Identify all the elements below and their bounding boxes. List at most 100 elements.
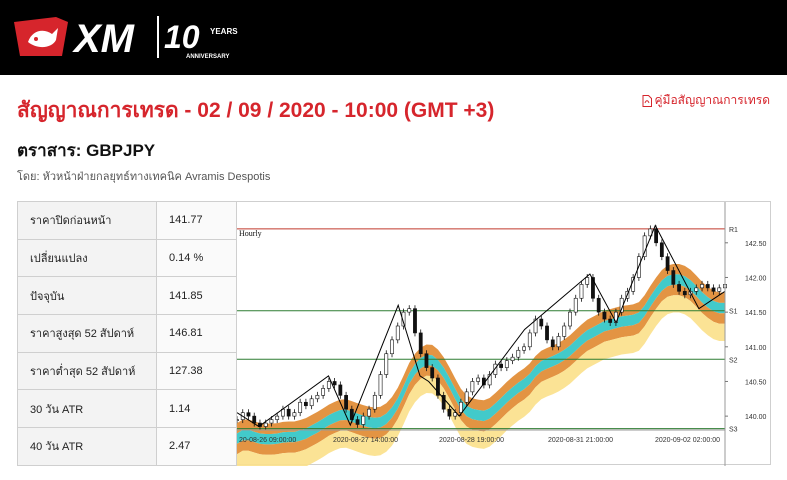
zigzag-line bbox=[237, 224, 726, 428]
candle-body bbox=[246, 412, 251, 417]
candle-body bbox=[321, 388, 326, 396]
stat-value: 146.81 bbox=[156, 314, 237, 353]
candle-body bbox=[665, 256, 670, 271]
y-tick-label: 141.50 bbox=[745, 310, 767, 317]
candle-body bbox=[315, 395, 320, 400]
level-label-s2: S2 bbox=[729, 357, 738, 364]
x-tick-label: 2020-08-31 21:00:00 bbox=[548, 437, 613, 444]
candle-body bbox=[504, 360, 509, 368]
stat-value: 0.14 % bbox=[156, 238, 237, 278]
candle-body bbox=[659, 242, 664, 257]
candle-body bbox=[682, 291, 687, 296]
anniversary-text: ANNIVERSARY bbox=[186, 54, 229, 60]
y-tick-label: 142.50 bbox=[745, 241, 767, 248]
candle-body bbox=[487, 374, 492, 386]
table-row: ปัจจุบัน 141.85 bbox=[17, 276, 237, 316]
zigzag-path bbox=[237, 224, 726, 428]
x-tick-label: 2020-08-28 19:00:00 bbox=[439, 437, 504, 444]
stat-label: ราคาต่ำสุด 52 สัปดาห์ bbox=[17, 351, 157, 391]
table-row: 40 วัน ATR 2.47 bbox=[17, 427, 237, 466]
candle-body bbox=[326, 381, 331, 389]
candle-body bbox=[407, 308, 412, 313]
candle-body bbox=[493, 363, 498, 375]
candle-body bbox=[648, 228, 653, 237]
y-axis: 142.50 142.00 141.50 141.00 140.50 140.00 bbox=[724, 202, 767, 466]
candle-body bbox=[269, 419, 274, 424]
ma-band-3 bbox=[237, 295, 725, 466]
y-tick-label: 140.50 bbox=[745, 379, 767, 386]
candle-body bbox=[694, 287, 699, 292]
stat-label: เปลี่ยนแปลง bbox=[17, 238, 157, 278]
ma-band-2 bbox=[237, 284, 725, 455]
stat-value: 127.38 bbox=[156, 351, 237, 391]
y-tick-label: 142.00 bbox=[745, 275, 767, 282]
pdf-icon bbox=[642, 94, 652, 107]
candle-body bbox=[436, 377, 440, 396]
stat-value: 141.77 bbox=[156, 201, 237, 240]
table-row: ราคาปิดก่อนหน้า 141.77 bbox=[17, 201, 237, 240]
candle-body bbox=[298, 401, 303, 413]
stat-label: 40 วัน ATR bbox=[17, 427, 157, 466]
level-label-s3: S3 bbox=[729, 427, 738, 434]
bull-icon bbox=[14, 17, 68, 56]
stat-value: 141.85 bbox=[156, 276, 237, 316]
candle-body bbox=[292, 412, 297, 417]
candle-body bbox=[671, 270, 676, 285]
x-axis: 20-08-26 09:00:00 2020-08-27 14:00:00 2020… bbox=[237, 429, 725, 444]
candle-body bbox=[510, 356, 515, 361]
y-tick-label: 140.00 bbox=[745, 414, 767, 421]
candle-body bbox=[700, 284, 704, 289]
table-row: 30 วัน ATR 1.14 bbox=[17, 389, 237, 429]
candle-body bbox=[499, 363, 503, 368]
candle-body bbox=[476, 377, 481, 382]
stat-label: 30 วัน ATR bbox=[17, 389, 157, 429]
candle-body bbox=[401, 311, 406, 327]
candle-body bbox=[677, 284, 681, 292]
stats-table: ราคาปิดก่อนหน้า 141.77 เปลี่ยนแปลง 0.14 % … bbox=[17, 201, 237, 466]
candle-body bbox=[384, 353, 389, 375]
stat-value: 1.14 bbox=[156, 389, 237, 429]
candle-body bbox=[516, 349, 521, 358]
candle-body bbox=[367, 408, 371, 417]
ma-band-1 bbox=[237, 274, 725, 445]
candle-body bbox=[390, 339, 394, 355]
ma-band-0 bbox=[237, 264, 725, 434]
candle-body bbox=[252, 415, 257, 424]
candle-body bbox=[355, 419, 360, 425]
y-tick-label: 141.00 bbox=[745, 345, 767, 352]
stat-label: ปัจจุบัน bbox=[17, 276, 157, 316]
stat-label: ราคาสูงสุด 52 สัปดาห์ bbox=[17, 314, 157, 353]
candle-body bbox=[596, 297, 601, 313]
candle-body bbox=[332, 381, 337, 386]
candle-body bbox=[447, 408, 452, 417]
candle-body bbox=[654, 228, 659, 244]
anniversary-years: YEARS bbox=[210, 27, 238, 36]
signals-guide-link[interactable]: คู่มือสัญญาณการเทรด bbox=[642, 91, 770, 110]
candle-body bbox=[573, 297, 578, 313]
page-title: สัญญาณการเทรด - 02 / 09 / 2020 - 10:00 (… bbox=[17, 99, 495, 122]
x-tick-label: 2020-08-27 14:00:00 bbox=[333, 437, 398, 444]
candle-body bbox=[424, 353, 429, 368]
candle-body bbox=[470, 381, 475, 393]
moving-average-bands bbox=[237, 264, 725, 466]
candle-body bbox=[642, 235, 647, 257]
candle-body bbox=[545, 325, 549, 341]
candle-body bbox=[275, 415, 280, 420]
candle-body bbox=[591, 277, 595, 299]
candle-body bbox=[395, 325, 400, 341]
level-label-r1: R1 bbox=[729, 227, 738, 234]
candle-body bbox=[556, 336, 561, 348]
xm-logo[interactable]: XM 10 YEARS ANNIVERSARY bbox=[14, 12, 244, 62]
stat-label: ราคาปิดก่อนหน้า bbox=[17, 201, 157, 240]
candle-body bbox=[562, 325, 567, 337]
candle-body bbox=[464, 391, 469, 403]
candle-body bbox=[711, 287, 716, 292]
candle-body bbox=[418, 332, 423, 355]
level-label-s1: S1 bbox=[729, 309, 738, 316]
table-row: ราคาต่ำสุด 52 สัปดาห์ 127.38 bbox=[17, 351, 237, 391]
candle-body bbox=[522, 346, 526, 351]
candle-body bbox=[579, 284, 584, 299]
candle-body bbox=[550, 339, 555, 348]
candle-body bbox=[459, 401, 463, 413]
candle-body bbox=[309, 398, 314, 407]
